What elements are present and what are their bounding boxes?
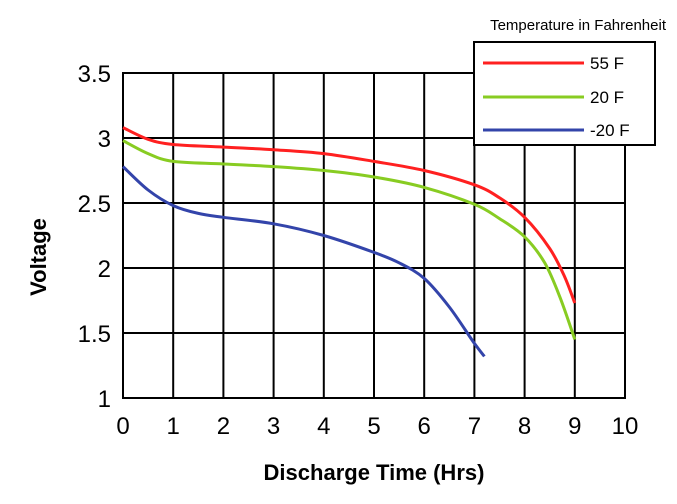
x-tick-label: 9 [568, 413, 581, 440]
x-tick-label: 2 [217, 413, 230, 440]
x-tick-label: 10 [612, 413, 639, 440]
series-line-20f [122, 139, 577, 340]
x-tick-label: 1 [167, 413, 180, 440]
x-tick-label: 0 [116, 413, 129, 440]
x-tick-label: 8 [518, 413, 531, 440]
legend: 55 F 20 F -20 F [473, 41, 656, 146]
legend-label: -20 F [590, 121, 630, 140]
legend-label: 20 F [590, 88, 624, 107]
y-tick-label: 1 [98, 386, 111, 413]
series-line-55f [122, 126, 577, 304]
x-tick-label: 3 [267, 413, 280, 440]
x-tick-label: 5 [367, 413, 380, 440]
y-tick-label: 1.5 [78, 321, 111, 348]
series-line--20f [121, 165, 486, 358]
series-layer [121, 126, 577, 358]
x-tick-label: 6 [418, 413, 431, 440]
x-axis-title: Discharge Time (Hrs) [264, 460, 485, 485]
y-tick-label: 2 [98, 256, 111, 283]
y-tick-label: 3.5 [78, 61, 111, 88]
y-tick-label: 3 [98, 126, 111, 153]
x-tick-label: 7 [468, 413, 481, 440]
x-tick-label: 4 [317, 413, 330, 440]
legend-label: 55 F [590, 54, 624, 73]
legend-box [473, 41, 656, 146]
y-axis-title: Voltage [26, 218, 51, 296]
legend-title: Temperature in Fahrenheit [490, 17, 667, 34]
y-tick-label: 2.5 [78, 191, 111, 218]
